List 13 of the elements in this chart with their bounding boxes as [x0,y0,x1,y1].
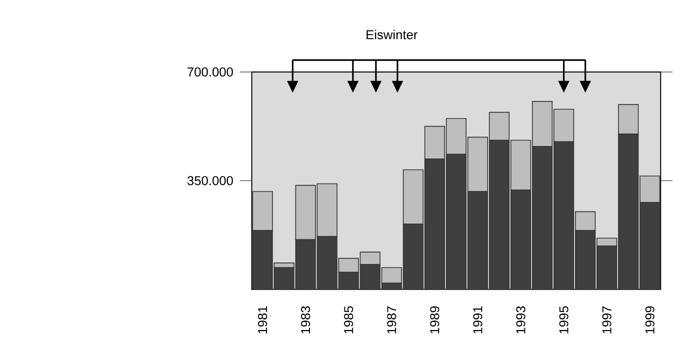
x-tick-label: 1987 [387,306,396,334]
x-tick-label: 1983 [301,306,310,334]
x-tick-label: 1985 [344,306,354,334]
y-tick-label: 350.000 [187,176,233,186]
x-tick-label: 1993 [516,306,526,334]
x-tick-label: 1981 [258,306,268,334]
x-tick-label: 1999 [645,306,654,334]
text: Eiswinter [366,30,418,40]
x-tick-label: 1995 [559,306,568,334]
x-tick-label: 1989 [430,306,440,334]
y-tick-label: 700.000 [188,68,233,77]
x-tick-label: 1997 [602,306,612,334]
x-tick-label: 1991 [473,306,482,334]
